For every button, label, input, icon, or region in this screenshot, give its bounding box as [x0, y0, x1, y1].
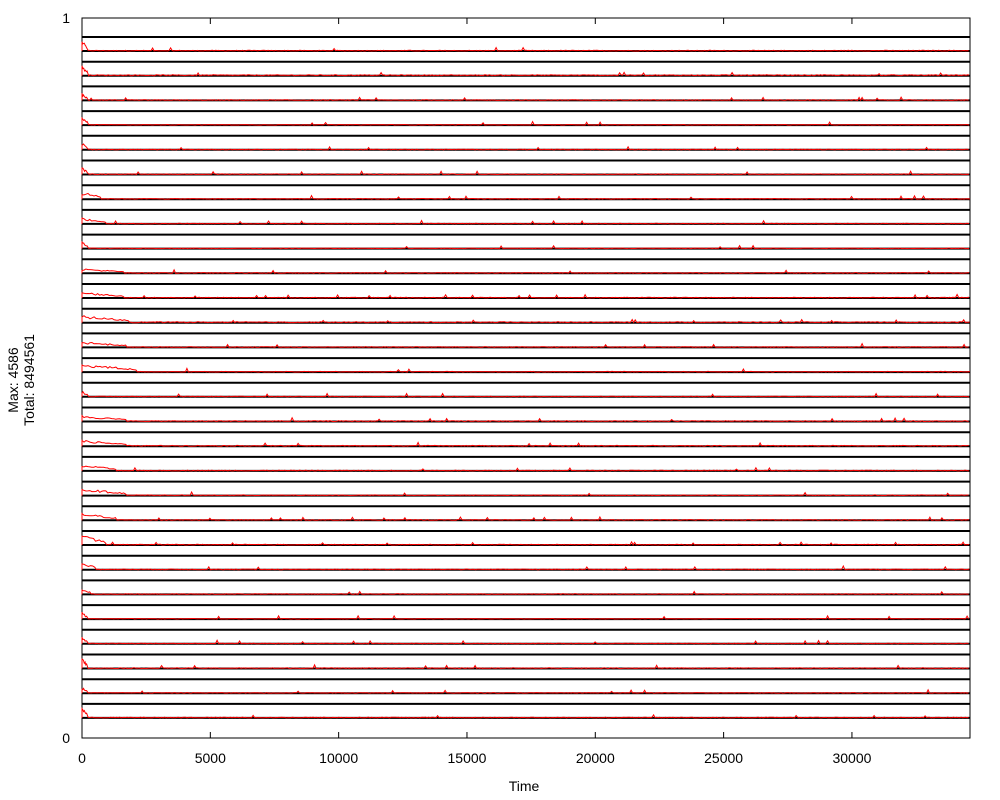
- series-line: [81, 535, 970, 546]
- series-line: [81, 41, 969, 52]
- series-line: [81, 364, 971, 373]
- x-tick-label: 10000: [319, 750, 358, 766]
- series-line: [81, 65, 970, 77]
- series-line: [81, 589, 969, 596]
- series-line: [81, 488, 969, 497]
- series-line: [81, 116, 970, 126]
- plot-frame: [81, 17, 971, 739]
- series-line: [81, 658, 969, 670]
- y-tick-label: 1: [62, 10, 70, 26]
- x-tick-label: 0: [78, 750, 86, 766]
- y-axis-label-total: Total: 8494561: [21, 334, 37, 426]
- series-line: [81, 192, 971, 200]
- series-line: [81, 240, 970, 250]
- series-line: [81, 390, 970, 398]
- series-line: [81, 465, 969, 472]
- series-line: [81, 611, 970, 620]
- series-line: [81, 707, 969, 719]
- y-axis-ticks: 01: [62, 10, 70, 746]
- series-line: [81, 341, 969, 348]
- x-tick-label: 30000: [832, 750, 871, 766]
- series-line: [81, 687, 969, 694]
- series-line: [81, 217, 970, 225]
- series-line: [81, 563, 970, 571]
- series-rows: [81, 36, 971, 719]
- y-axis-label: Max: 4586 Total: 8494561: [5, 334, 37, 426]
- series-line: [81, 167, 970, 176]
- y-axis-label-max: Max: 4586: [5, 347, 21, 413]
- series-line: [81, 292, 970, 299]
- x-tick-label: 20000: [576, 750, 615, 766]
- x-axis-label: Time: [509, 778, 540, 794]
- x-axis-ticks: 0 5000 10000 15000 20000 25000 30000: [78, 18, 872, 766]
- series-line: [81, 315, 970, 324]
- series-line: [81, 143, 969, 151]
- series-line: [81, 637, 969, 645]
- series-line: [81, 512, 969, 521]
- x-tick-label: 15000: [448, 750, 487, 766]
- series-line: [81, 93, 969, 102]
- series-line: [81, 268, 970, 274]
- x-tick-label: 25000: [704, 750, 743, 766]
- y-tick-label: 0: [62, 730, 70, 746]
- series-line: [81, 439, 969, 447]
- x-tick-label: 5000: [195, 750, 226, 766]
- series-line: [81, 414, 969, 423]
